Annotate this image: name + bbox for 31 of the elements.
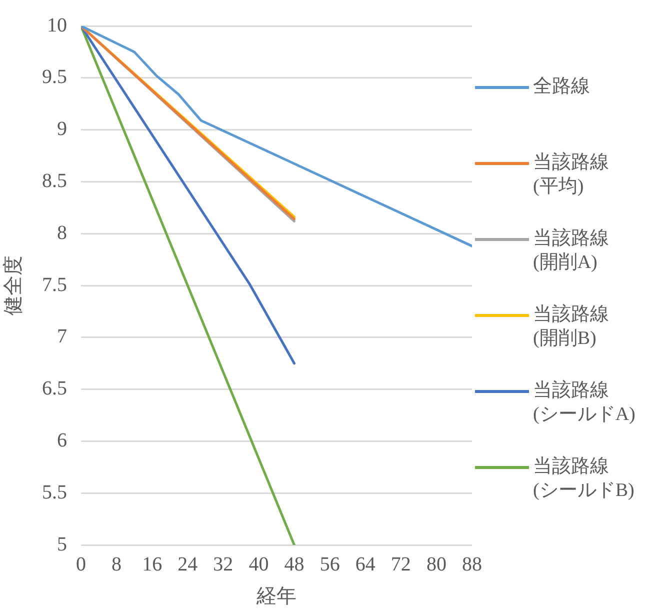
- x-tick-label: 40: [248, 553, 269, 576]
- x-tick-label: 24: [178, 553, 198, 576]
- legend-label: 当該路線 (開削A): [533, 227, 609, 275]
- y-tick-label: 10: [47, 14, 67, 36]
- x-tick-label: 72: [390, 553, 411, 576]
- y-tick-label: 6.5: [42, 378, 67, 400]
- y-tick-label: 6: [57, 429, 67, 452]
- legend-label: 当該路線 (シールドB): [533, 455, 634, 503]
- y-tick-label: 8.5: [42, 170, 67, 192]
- y-tick-label: 8: [57, 222, 67, 244]
- x-tick-label: 80: [426, 553, 446, 576]
- x-tick-label: 88: [462, 553, 482, 576]
- x-tick-label: 8: [112, 553, 122, 576]
- y-tick-label: 7.5: [42, 274, 67, 296]
- y-tick-label: 5.5: [42, 481, 67, 504]
- x-tick-label: 0: [76, 553, 86, 576]
- legend-label: 当該路線 (平均): [533, 151, 609, 199]
- legend-label: 当該路線 (シールドA): [533, 379, 636, 427]
- x-tick-label: 56: [320, 553, 340, 576]
- x-tick-label: 48: [284, 553, 304, 576]
- x-tick-label: 16: [142, 553, 162, 576]
- legend-label: 当該路線 (開削B): [533, 303, 609, 351]
- y-tick-label: 7: [57, 326, 67, 348]
- x-axis-title: 経年: [256, 585, 296, 608]
- y-tick-label: 5: [57, 533, 67, 556]
- y-tick-label: 9: [57, 118, 67, 140]
- y-tick-label: 9.5: [42, 66, 67, 88]
- legend-label: 全路線: [533, 75, 590, 99]
- y-axis-title: 健全度: [2, 256, 24, 316]
- x-tick-label: 64: [355, 553, 376, 576]
- x-tick-label: 32: [213, 553, 234, 576]
